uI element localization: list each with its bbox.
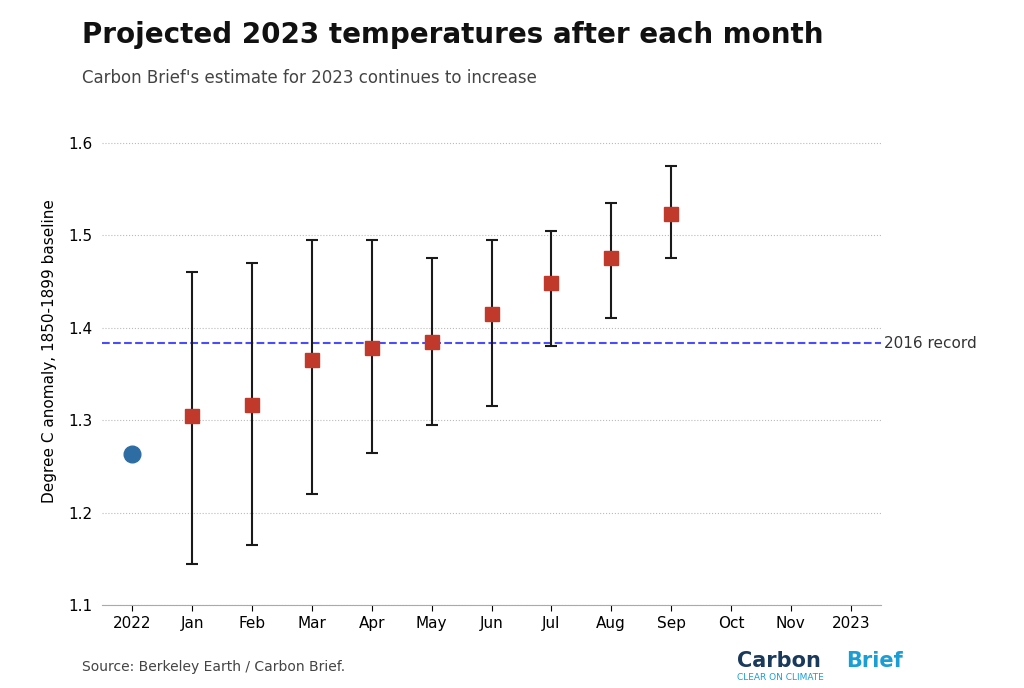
- Text: Projected 2023 temperatures after each month: Projected 2023 temperatures after each m…: [82, 21, 823, 49]
- Y-axis label: Degree C anomaly, 1850-1899 baseline: Degree C anomaly, 1850-1899 baseline: [42, 199, 57, 503]
- Text: Brief: Brief: [846, 651, 902, 671]
- Text: Carbon Brief's estimate for 2023 continues to increase: Carbon Brief's estimate for 2023 continu…: [82, 69, 537, 87]
- Text: 2016 record: 2016 record: [884, 336, 976, 351]
- Text: CLEAR ON CLIMATE: CLEAR ON CLIMATE: [737, 674, 824, 682]
- Text: Carbon: Carbon: [737, 651, 821, 671]
- Text: Source: Berkeley Earth / Carbon Brief.: Source: Berkeley Earth / Carbon Brief.: [82, 660, 345, 674]
